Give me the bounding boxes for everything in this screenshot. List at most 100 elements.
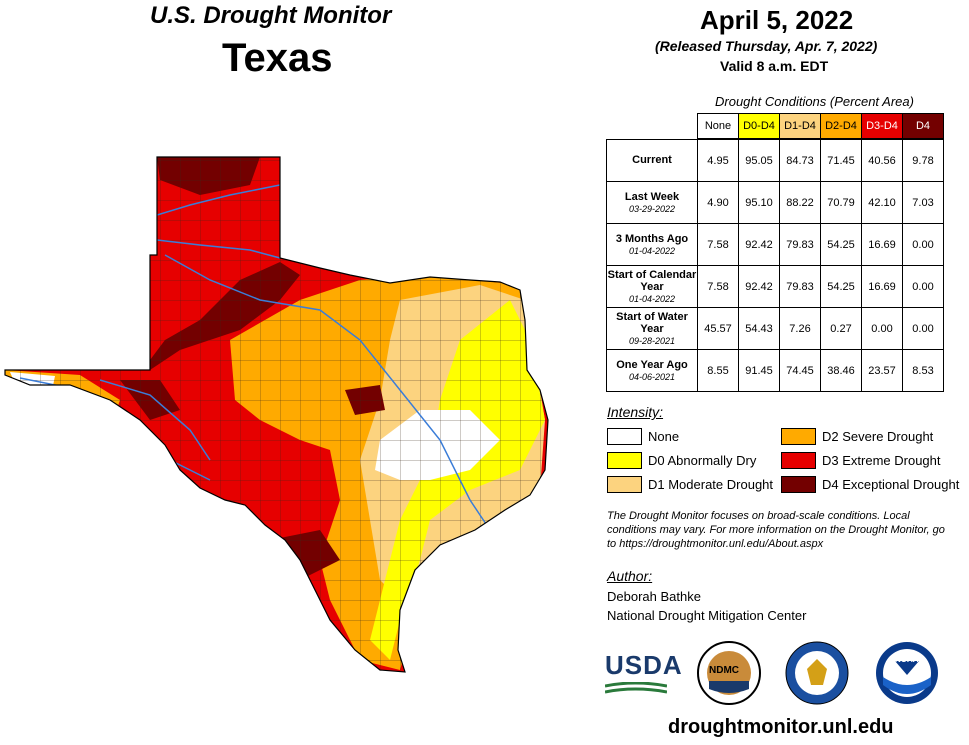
table-cell: 54.43 [738, 307, 780, 350]
table-cell: 40.56 [861, 138, 903, 182]
texas-outline [4, 156, 549, 673]
table-cell: 8.55 [697, 349, 739, 392]
row-label: Current [606, 138, 698, 182]
table-cell: 16.69 [861, 265, 903, 308]
legend-item: D2 Severe Drought [781, 428, 933, 445]
table-cell: 7.58 [697, 265, 739, 308]
legend-title: Intensity: [607, 404, 664, 420]
valid-time: Valid 8 a.m. EDT [720, 58, 829, 74]
table-cell: 42.10 [861, 181, 903, 224]
row-label-text: Start of Water Year [616, 310, 688, 335]
table-cell: 4.95 [697, 138, 739, 182]
ndmc-text: NDMC [709, 665, 739, 676]
product-title: U.S. Drought Monitor [150, 2, 392, 29]
table-cell: 38.46 [820, 349, 862, 392]
row-label-text: Last Week [624, 190, 680, 203]
usda-text: USDA [605, 650, 683, 680]
table-cell: 0.00 [902, 307, 944, 350]
table-cell: 92.42 [738, 265, 780, 308]
table-cell: 95.10 [738, 181, 780, 224]
legend-item: D0 Abnormally Dry [607, 452, 756, 469]
legend-item: None [607, 428, 679, 445]
table-row: Start of Calendar Year 01-04-2022 7.58 92.4… [606, 265, 944, 308]
ndmc-logo: NDMC [697, 641, 761, 710]
table-cell: 16.69 [861, 223, 903, 266]
table-cell: 7.58 [697, 223, 739, 266]
legend-label: D2 Severe Drought [822, 429, 934, 444]
table-row: Last Week 03-29-2022 4.90 95.10 88.22 70.79 42… [606, 181, 944, 224]
column-header-d0-d4: D0-D4 [738, 113, 780, 140]
table-cell: 8.53 [902, 349, 944, 392]
drought-conditions-table: None D0-D4 D1-D4 D2-D4 D3-D4 D4 Current 4.95 95… [606, 113, 944, 392]
table-cell: 0.00 [902, 223, 944, 266]
legend-label: D3 Extreme Drought [822, 453, 941, 468]
table-cell: 23.57 [861, 349, 903, 392]
table-cell: 9.78 [902, 138, 944, 182]
river-pecos [99, 379, 211, 461]
row-label-text: Current [632, 154, 672, 167]
table-cell: 74.45 [779, 349, 821, 392]
table-cell: 54.25 [820, 265, 862, 308]
row-label-date: 04-06-2021 [628, 371, 676, 382]
website-url[interactable]: droughtmonitor.unl.edu [668, 716, 894, 738]
table-corner [607, 114, 698, 140]
map-date: April 5, 2022 [700, 5, 854, 35]
author-heading: Author: [607, 568, 653, 584]
usda-hills-icon [604, 681, 668, 694]
column-header-none: None [697, 113, 739, 140]
legend-swatch [607, 452, 642, 469]
noaa-logo: NOAA [875, 641, 939, 710]
legend-label: D0 Abnormally Dry [648, 453, 757, 468]
legend-item: D3 Extreme Drought [781, 452, 941, 469]
table-cell: 0.00 [902, 265, 944, 308]
legend-swatch [607, 428, 642, 445]
table-cell: 0.27 [820, 307, 862, 350]
river-brazos [164, 254, 491, 531]
row-label: One Year Ago 04-06-2021 [606, 349, 698, 392]
row-label-date: 03-29-2022 [628, 203, 676, 214]
legend-swatch [781, 452, 816, 469]
row-label: Last Week 03-29-2022 [606, 181, 698, 224]
legend-label: None [648, 429, 680, 444]
release-date: (Released Thursday, Apr. 7, 2022) [655, 38, 878, 54]
legend-item: D4 Exceptional Drought [781, 476, 959, 493]
table-cell: 92.42 [738, 223, 780, 266]
legend-item: D1 Moderate Drought [607, 476, 773, 493]
river-red [156, 239, 281, 259]
column-header-d4: D4 [902, 113, 944, 140]
ndmc-seal-icon [697, 641, 761, 705]
column-header-d1-d4: D1-D4 [779, 113, 821, 140]
table-row: Current 4.95 95.05 84.73 71.45 40.56 9.78 [606, 138, 944, 182]
table-cell: 70.79 [820, 181, 862, 224]
table-cell: 95.05 [738, 138, 780, 182]
commerce-logo [785, 641, 849, 710]
table-cell: 88.22 [779, 181, 821, 224]
table-caption: Drought Conditions (Percent Area) [715, 94, 914, 109]
row-label-text: One Year Ago [616, 358, 688, 371]
table-cell: 79.83 [779, 265, 821, 308]
table-cell: 79.83 [779, 223, 821, 266]
row-label: Start of Calendar Year 01-04-2022 [606, 265, 698, 308]
table-cell: 54.25 [820, 223, 862, 266]
table-cell: 7.26 [779, 307, 821, 350]
table-cell: 84.73 [779, 138, 821, 182]
row-label-date: 01-04-2022 [628, 293, 676, 304]
legend-swatch [781, 428, 816, 445]
table-cell: 7.03 [902, 181, 944, 224]
usda-logo: USDA [604, 650, 683, 699]
table-cell: 71.45 [820, 138, 862, 182]
author-org: National Drought Mitigation Center [607, 608, 807, 623]
disclaimer-note: The Drought Monitor focuses on broad-sca… [607, 510, 945, 550]
legend-label: D4 Exceptional Drought [822, 477, 960, 492]
table-row: 3 Months Ago 01-04-2022 7.58 92.42 79.83 54.2… [606, 223, 944, 266]
author-name: Deborah Bathke [607, 589, 701, 604]
table-row: Start of Water Year 09-28-2021 45.57 54.43 7… [606, 307, 944, 350]
state-title: Texas [222, 36, 333, 80]
row-label-text: 3 Months Ago [615, 232, 689, 245]
legend-swatch [607, 476, 642, 493]
table-cell: 45.57 [697, 307, 739, 350]
texas-drought-map [4, 156, 549, 673]
table-row: One Year Ago 04-06-2021 8.55 91.45 74.45 38.4… [606, 349, 944, 392]
table-cell: 4.90 [697, 181, 739, 224]
row-label-date: 09-28-2021 [628, 335, 676, 346]
